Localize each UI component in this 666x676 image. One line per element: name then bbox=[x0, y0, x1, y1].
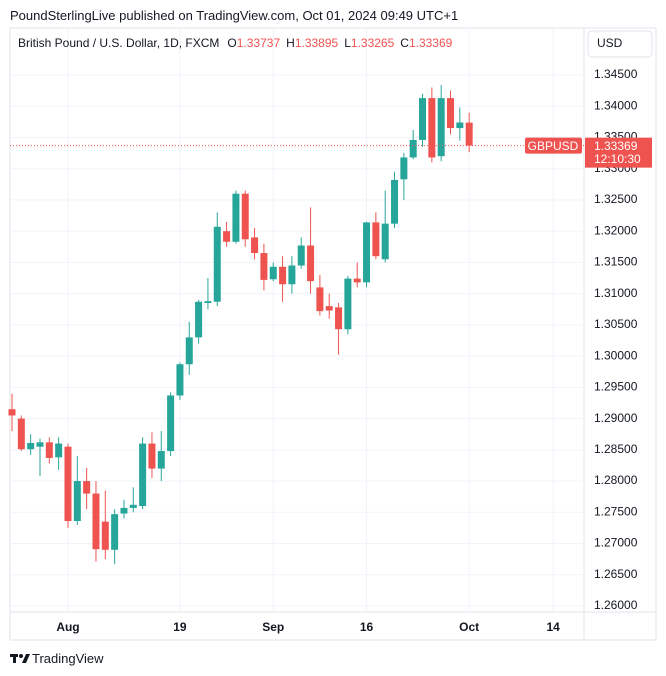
y-tick-label: 1.31500 bbox=[594, 255, 638, 269]
candle-body bbox=[176, 364, 184, 396]
header: PoundSterlingLive published on TradingVi… bbox=[10, 8, 459, 23]
candle-body bbox=[45, 442, 53, 458]
candle-body bbox=[195, 301, 203, 338]
x-tick-label: 14 bbox=[546, 620, 560, 634]
candle-body bbox=[64, 446, 72, 522]
candle-body bbox=[111, 514, 119, 550]
candle-body bbox=[251, 237, 259, 254]
y-tick-label: 1.26500 bbox=[594, 567, 638, 581]
candle-body bbox=[400, 157, 408, 180]
legend-value: 1.33369 bbox=[408, 36, 453, 50]
tv-logo bbox=[10, 654, 30, 663]
symbol-tag-text: GBPUSD bbox=[528, 139, 579, 153]
candle-body bbox=[232, 193, 240, 242]
candle-body bbox=[344, 278, 352, 330]
candle-body bbox=[55, 443, 63, 458]
y-tick-label: 1.32500 bbox=[594, 192, 638, 206]
candle-body bbox=[120, 507, 128, 514]
candle-body bbox=[465, 122, 473, 146]
legend-symbol: British Pound / U.S. Dollar, 1D, FXCM bbox=[18, 36, 220, 50]
candle-body bbox=[269, 266, 277, 280]
y-tick-label: 1.34500 bbox=[594, 67, 638, 81]
x-tick-label: Sep bbox=[262, 620, 284, 634]
y-tick-label: 1.29500 bbox=[594, 380, 638, 394]
currency-box[interactable] bbox=[587, 30, 653, 58]
candle-body bbox=[456, 122, 464, 129]
legend-label: L bbox=[344, 36, 351, 50]
candle-body bbox=[325, 306, 333, 311]
x-tick-label: Aug bbox=[56, 620, 79, 634]
candle-body bbox=[279, 266, 287, 285]
candle-body bbox=[428, 98, 436, 158]
x-tick-label: Oct bbox=[459, 620, 479, 634]
y-tick-label: 1.27500 bbox=[594, 504, 638, 518]
candle-body bbox=[101, 521, 109, 550]
candle-body bbox=[167, 395, 175, 452]
candle-body bbox=[213, 226, 221, 302]
y-tick-label: 1.34000 bbox=[594, 98, 638, 112]
legend: British Pound / U.S. Dollar, 1D, FXCM O1.… bbox=[18, 36, 458, 50]
legend-value: 1.33265 bbox=[350, 36, 395, 50]
candle-body bbox=[353, 278, 361, 283]
legend-label: C bbox=[400, 36, 409, 50]
y-tick-label: 1.27000 bbox=[594, 536, 638, 550]
x-tick-label: 16 bbox=[360, 620, 374, 634]
y-tick-label: 1.30500 bbox=[594, 317, 638, 331]
candle-body bbox=[307, 245, 315, 282]
y-tick-label: 1.29000 bbox=[594, 411, 638, 425]
candle-body bbox=[297, 245, 305, 266]
candle-body bbox=[316, 287, 324, 312]
x-tick-label: 19 bbox=[173, 620, 187, 634]
price-tag-countdown: 12:10:30 bbox=[594, 152, 641, 166]
candle-body bbox=[363, 222, 371, 283]
legend-value: 1.33895 bbox=[294, 36, 339, 50]
legend-label: H bbox=[286, 36, 295, 50]
candle-body bbox=[157, 451, 165, 469]
candle-body bbox=[391, 179, 399, 224]
legend-label: O bbox=[227, 36, 237, 50]
legend-value: 1.33737 bbox=[236, 36, 281, 50]
y-tick-label: 1.28500 bbox=[594, 442, 638, 456]
footer-brand: TradingView bbox=[32, 651, 104, 666]
candle-body bbox=[73, 481, 81, 522]
y-tick-label: 1.31000 bbox=[594, 286, 638, 300]
candle-body bbox=[335, 307, 343, 330]
candle-body bbox=[17, 418, 25, 450]
candle-body bbox=[204, 301, 212, 304]
candle-body bbox=[372, 222, 380, 257]
candle-body bbox=[27, 442, 35, 450]
candle-body bbox=[8, 409, 16, 416]
candle-body bbox=[288, 265, 296, 285]
frame bbox=[9, 27, 657, 641]
candle-body bbox=[260, 253, 268, 280]
candle-body bbox=[223, 231, 231, 242]
candle-body bbox=[139, 443, 147, 507]
price-tag-value: 1.33369 bbox=[594, 139, 638, 153]
y-tick-label: 1.30000 bbox=[594, 348, 638, 362]
candle-body bbox=[419, 98, 427, 140]
candle-body bbox=[129, 504, 137, 508]
y-tick-label: 1.32000 bbox=[594, 223, 638, 237]
candle-body bbox=[185, 337, 193, 365]
y-tick-label: 1.28000 bbox=[594, 473, 638, 487]
candle-body bbox=[148, 443, 156, 469]
candle-body bbox=[381, 223, 389, 260]
price-tag bbox=[585, 137, 652, 168]
symbol-tag bbox=[525, 137, 582, 154]
currency: USD bbox=[597, 36, 623, 50]
candle-body bbox=[92, 493, 100, 550]
y-tick-label: 1.26000 bbox=[594, 598, 638, 612]
candle-body bbox=[437, 98, 445, 157]
candle-body bbox=[36, 442, 44, 447]
candle-body bbox=[447, 98, 455, 129]
candle-body bbox=[241, 193, 249, 240]
candle-body bbox=[83, 481, 91, 494]
candle-body bbox=[409, 139, 417, 158]
